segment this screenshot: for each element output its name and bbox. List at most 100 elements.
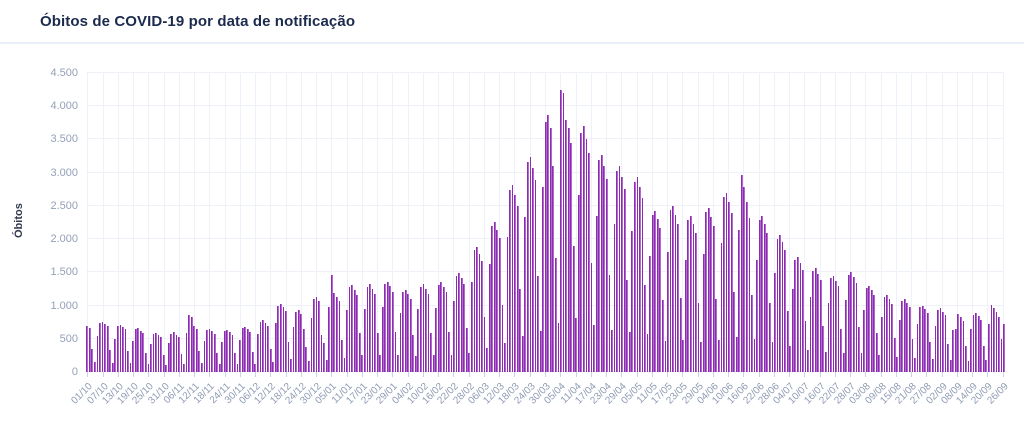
bar[interactable] (990, 304, 993, 372)
bar[interactable] (504, 343, 506, 372)
bar[interactable] (491, 225, 494, 372)
bar[interactable] (822, 325, 825, 372)
bar[interactable] (193, 325, 196, 372)
bar[interactable] (791, 289, 794, 372)
bar[interactable] (875, 333, 878, 372)
bar[interactable] (560, 89, 562, 372)
bar[interactable] (241, 328, 244, 372)
bar[interactable] (328, 306, 331, 372)
bar[interactable] (119, 324, 122, 372)
bar[interactable] (287, 341, 290, 372)
bar[interactable] (690, 215, 692, 372)
bar[interactable] (740, 175, 743, 372)
bar[interactable] (448, 332, 450, 372)
bar[interactable] (562, 92, 565, 372)
bar[interactable] (122, 326, 124, 372)
bar[interactable] (106, 326, 109, 372)
bar[interactable] (858, 327, 860, 372)
bar[interactable] (664, 341, 667, 372)
bar[interactable] (412, 335, 415, 372)
bar[interactable] (257, 334, 259, 372)
bar[interactable] (957, 314, 960, 372)
bar[interactable] (763, 224, 766, 372)
bar[interactable] (921, 305, 924, 372)
bar[interactable] (124, 329, 127, 372)
bar[interactable] (519, 288, 522, 372)
bar[interactable] (847, 274, 850, 372)
bar[interactable] (455, 275, 458, 372)
bar[interactable] (506, 237, 509, 372)
bar[interactable] (850, 272, 853, 372)
bar[interactable] (942, 311, 944, 372)
bar[interactable] (583, 126, 585, 372)
bar[interactable] (982, 345, 985, 372)
bar[interactable] (898, 319, 901, 372)
bar[interactable] (521, 336, 524, 372)
bar[interactable] (529, 156, 532, 372)
bar[interactable] (86, 325, 89, 372)
bar[interactable] (175, 334, 178, 372)
bar[interactable] (667, 252, 669, 372)
bar[interactable] (819, 279, 822, 372)
bar[interactable] (980, 319, 983, 372)
bar[interactable] (631, 231, 634, 372)
bar[interactable] (886, 294, 888, 372)
bar[interactable] (384, 283, 387, 372)
bar[interactable] (99, 322, 101, 372)
bar[interactable] (111, 362, 114, 372)
bar[interactable] (817, 274, 820, 372)
bar[interactable] (511, 185, 514, 372)
bar[interactable] (542, 186, 545, 372)
bar[interactable] (751, 294, 753, 372)
bar[interactable] (96, 336, 99, 372)
bar[interactable] (458, 273, 460, 372)
bar[interactable] (661, 300, 664, 372)
bar[interactable] (223, 331, 226, 372)
bar[interactable] (993, 308, 995, 372)
bar[interactable] (364, 308, 366, 372)
bar[interactable] (616, 171, 618, 372)
bar[interactable] (651, 214, 654, 372)
bar[interactable] (555, 257, 557, 372)
bar[interactable] (814, 268, 817, 372)
bar[interactable] (598, 160, 601, 372)
bar[interactable] (623, 188, 626, 372)
bar[interactable] (381, 306, 384, 372)
bar[interactable] (827, 302, 830, 372)
bar[interactable] (139, 330, 142, 372)
bar[interactable] (799, 263, 802, 372)
bar[interactable] (949, 359, 952, 372)
bar[interactable] (132, 340, 134, 372)
bar[interactable] (165, 364, 168, 372)
bar[interactable] (330, 274, 333, 372)
bar[interactable] (812, 271, 815, 372)
bar[interactable] (361, 355, 364, 372)
bar[interactable] (674, 214, 677, 372)
bar[interactable] (738, 230, 741, 372)
bar[interactable] (445, 292, 448, 372)
bar[interactable] (272, 362, 275, 372)
bar[interactable] (702, 253, 705, 372)
bar[interactable] (285, 311, 287, 372)
bar[interactable] (468, 353, 471, 372)
bar[interactable] (157, 335, 160, 372)
bar[interactable] (338, 300, 341, 372)
bar[interactable] (572, 246, 575, 372)
bar[interactable] (824, 352, 827, 372)
bar[interactable] (144, 352, 147, 372)
bar[interactable] (335, 297, 338, 372)
bar[interactable] (695, 233, 697, 372)
bar[interactable] (888, 298, 891, 372)
bar[interactable] (748, 217, 751, 372)
bar[interactable] (580, 132, 583, 372)
bar[interactable] (768, 302, 771, 372)
bar[interactable] (723, 197, 725, 372)
bar[interactable] (435, 307, 438, 372)
bar[interactable] (733, 292, 736, 372)
bar[interactable] (234, 353, 236, 372)
bar[interactable] (254, 363, 257, 372)
bar[interactable] (608, 275, 611, 372)
bar[interactable] (496, 229, 499, 372)
bar[interactable] (430, 333, 432, 372)
bar[interactable] (183, 364, 185, 372)
